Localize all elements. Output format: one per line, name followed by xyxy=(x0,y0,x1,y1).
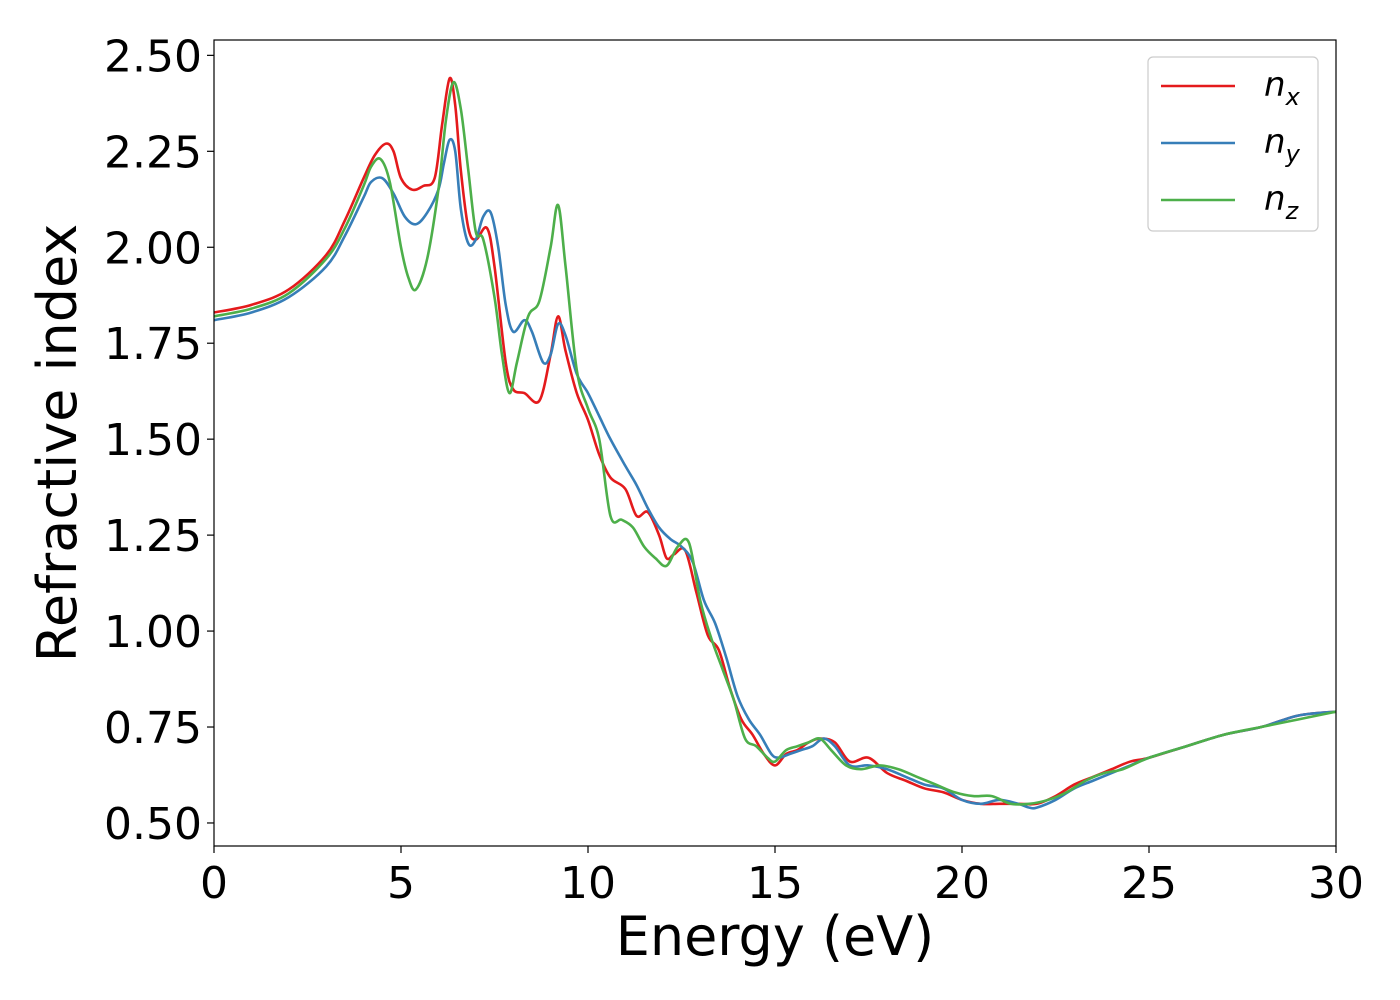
legend: nx ny nz xyxy=(1147,56,1319,232)
legend-item-nz: nz xyxy=(1161,179,1300,225)
legend-label: ny xyxy=(1264,122,1301,168)
y-tick-label: 1.50 xyxy=(104,415,202,466)
x-axis-ticks: 0 5 10 15 20 25 30 xyxy=(200,846,1364,909)
y-tick-label: 0.75 xyxy=(104,703,202,754)
series-line-nz xyxy=(214,80,1336,806)
legend-item-ny: ny xyxy=(1161,122,1301,168)
x-tick-label: 5 xyxy=(387,858,415,909)
y-tick-label: 2.25 xyxy=(104,127,202,178)
y-tick-label: 2.00 xyxy=(104,223,202,274)
series-line-ny xyxy=(214,137,1336,810)
x-tick-label: 30 xyxy=(1308,858,1364,909)
x-tick-label: 25 xyxy=(1121,858,1177,909)
y-tick-label: 2.50 xyxy=(104,31,202,82)
legend-item-nx: nx xyxy=(1161,65,1301,111)
y-tick-label: 1.75 xyxy=(104,319,202,370)
series-layer xyxy=(214,76,1336,810)
legend-label: nz xyxy=(1264,179,1300,225)
x-tick-label: 0 xyxy=(200,858,228,909)
y-tick-label: 1.00 xyxy=(104,607,202,658)
x-axis-title: Energy (eV) xyxy=(616,905,935,968)
legend-label: nx xyxy=(1264,65,1301,111)
y-axis-title: Refractive index xyxy=(26,224,89,663)
y-tick-label: 1.25 xyxy=(104,511,202,562)
x-tick-label: 20 xyxy=(934,858,990,909)
x-tick-label: 10 xyxy=(560,858,616,909)
y-axis-ticks: 0.50 0.75 1.00 1.25 1.50 1.75 2.00 2.25 2.50 xyxy=(104,31,214,850)
y-tick-label: 0.50 xyxy=(104,799,202,850)
x-tick-label: 15 xyxy=(747,858,803,909)
